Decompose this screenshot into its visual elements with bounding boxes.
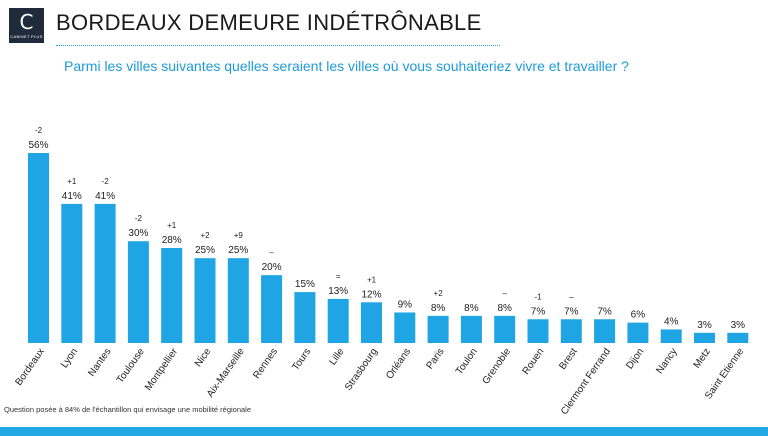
bar-6 [227, 258, 249, 343]
bar-8 [294, 292, 316, 343]
bar-change-label: -1 [534, 292, 542, 301]
bar-11 [394, 312, 416, 343]
bar-3 [127, 241, 149, 343]
category-label: Strasbourg [343, 346, 380, 392]
bar-value-label: 7% [531, 306, 546, 317]
bar-14 [494, 315, 516, 343]
bar-4 [161, 248, 183, 343]
bar-change-label: +9 [234, 231, 244, 240]
bar-value-label: 25% [228, 245, 248, 256]
bar-value-label: 8% [431, 303, 446, 314]
bar-change-label: -2 [35, 126, 43, 135]
bar-value-label: 7% [597, 306, 612, 317]
bar-change-label: +1 [67, 177, 77, 186]
bar-change-label: – [569, 292, 574, 301]
bar-change-label: +2 [434, 289, 444, 298]
bar-19 [660, 329, 682, 343]
category-label: Nice [193, 346, 214, 369]
bar-change-label: +2 [200, 231, 210, 240]
bar-value-label: 56% [28, 140, 48, 151]
bar-value-label: 9% [398, 299, 413, 310]
category-label: Tours [290, 346, 313, 372]
bar-value-label: 8% [497, 303, 512, 314]
category-label: Dijon [624, 346, 646, 371]
bar-value-label: 12% [361, 289, 381, 300]
chart-question: Parmi les villes suivantes quelles serai… [64, 58, 629, 74]
category-label: Nantes [86, 346, 113, 378]
bar-13 [460, 315, 482, 343]
category-label: Toulouse [115, 346, 147, 385]
bar-value-label: 25% [195, 245, 215, 256]
category-label: Rouen [521, 346, 547, 376]
bar-18 [627, 322, 649, 343]
bar-12 [427, 315, 449, 343]
bar-1 [61, 203, 83, 343]
bar-chart: 56% -2 Bordeaux 41% +1 Lyon 41% -2 Nantes 30% -2 To… [13, 126, 749, 417]
bar-value-label: 15% [295, 279, 315, 290]
category-label: Metz [692, 346, 713, 370]
category-label: Orléans [384, 346, 413, 381]
bar-15 [527, 319, 549, 343]
category-label: Brest [557, 346, 580, 372]
category-label: Montpellier [143, 346, 180, 393]
category-label: Toulon [454, 346, 480, 376]
bar-value-label: 41% [62, 191, 82, 202]
bar-17 [594, 319, 616, 343]
bar-7 [261, 275, 283, 343]
bottom-accent-bar [0, 427, 768, 436]
bar-value-label: 13% [328, 286, 348, 297]
bar-10 [361, 302, 382, 343]
bar-change-label: +1 [367, 275, 377, 284]
bar-2 [94, 203, 116, 343]
bar-value-label: 8% [464, 303, 479, 314]
page-title: BORDEAUX DEMEURE INDÉTRÔNABLE [56, 10, 482, 35]
bar-9 [327, 298, 349, 343]
bar-value-label: 3% [731, 320, 746, 331]
bar-value-label: 28% [162, 235, 182, 246]
bar-20 [694, 332, 715, 343]
category-label: Lille [327, 346, 346, 367]
bar-value-label: 3% [697, 320, 712, 331]
footnote: Question posée à 84% de l'échantillon qu… [4, 405, 252, 414]
bar-value-label: 20% [262, 262, 282, 273]
bar-change-label: -2 [135, 214, 143, 223]
bar-value-label: 6% [631, 310, 646, 321]
bar-0 [28, 153, 49, 343]
bar-value-label: 41% [95, 191, 115, 202]
category-label: Bordeaux [13, 346, 47, 387]
bar-value-label: 4% [664, 316, 679, 327]
logo-letter: C [19, 10, 34, 34]
title-divider [56, 45, 500, 46]
bar-5 [194, 258, 216, 343]
brand-logo: C CABINET PLUS [9, 8, 44, 43]
bar-change-label: -2 [102, 177, 110, 186]
bar-change-label: – [269, 248, 274, 257]
bar-change-label: = [336, 272, 341, 281]
category-label: Paris [424, 346, 446, 371]
bar-16 [560, 319, 582, 343]
category-label: Grenoble [481, 346, 514, 386]
logo-caption: CABINET PLUS [10, 34, 43, 39]
bar-21 [727, 332, 749, 343]
bar-change-label: – [502, 289, 507, 298]
category-label: Lyon [59, 346, 80, 370]
category-label: Nancy [654, 346, 679, 376]
bar-value-label: 30% [128, 228, 148, 239]
category-label: Rennes [251, 346, 280, 381]
bar-change-label: +1 [167, 221, 177, 230]
bar-value-label: 7% [564, 306, 579, 317]
